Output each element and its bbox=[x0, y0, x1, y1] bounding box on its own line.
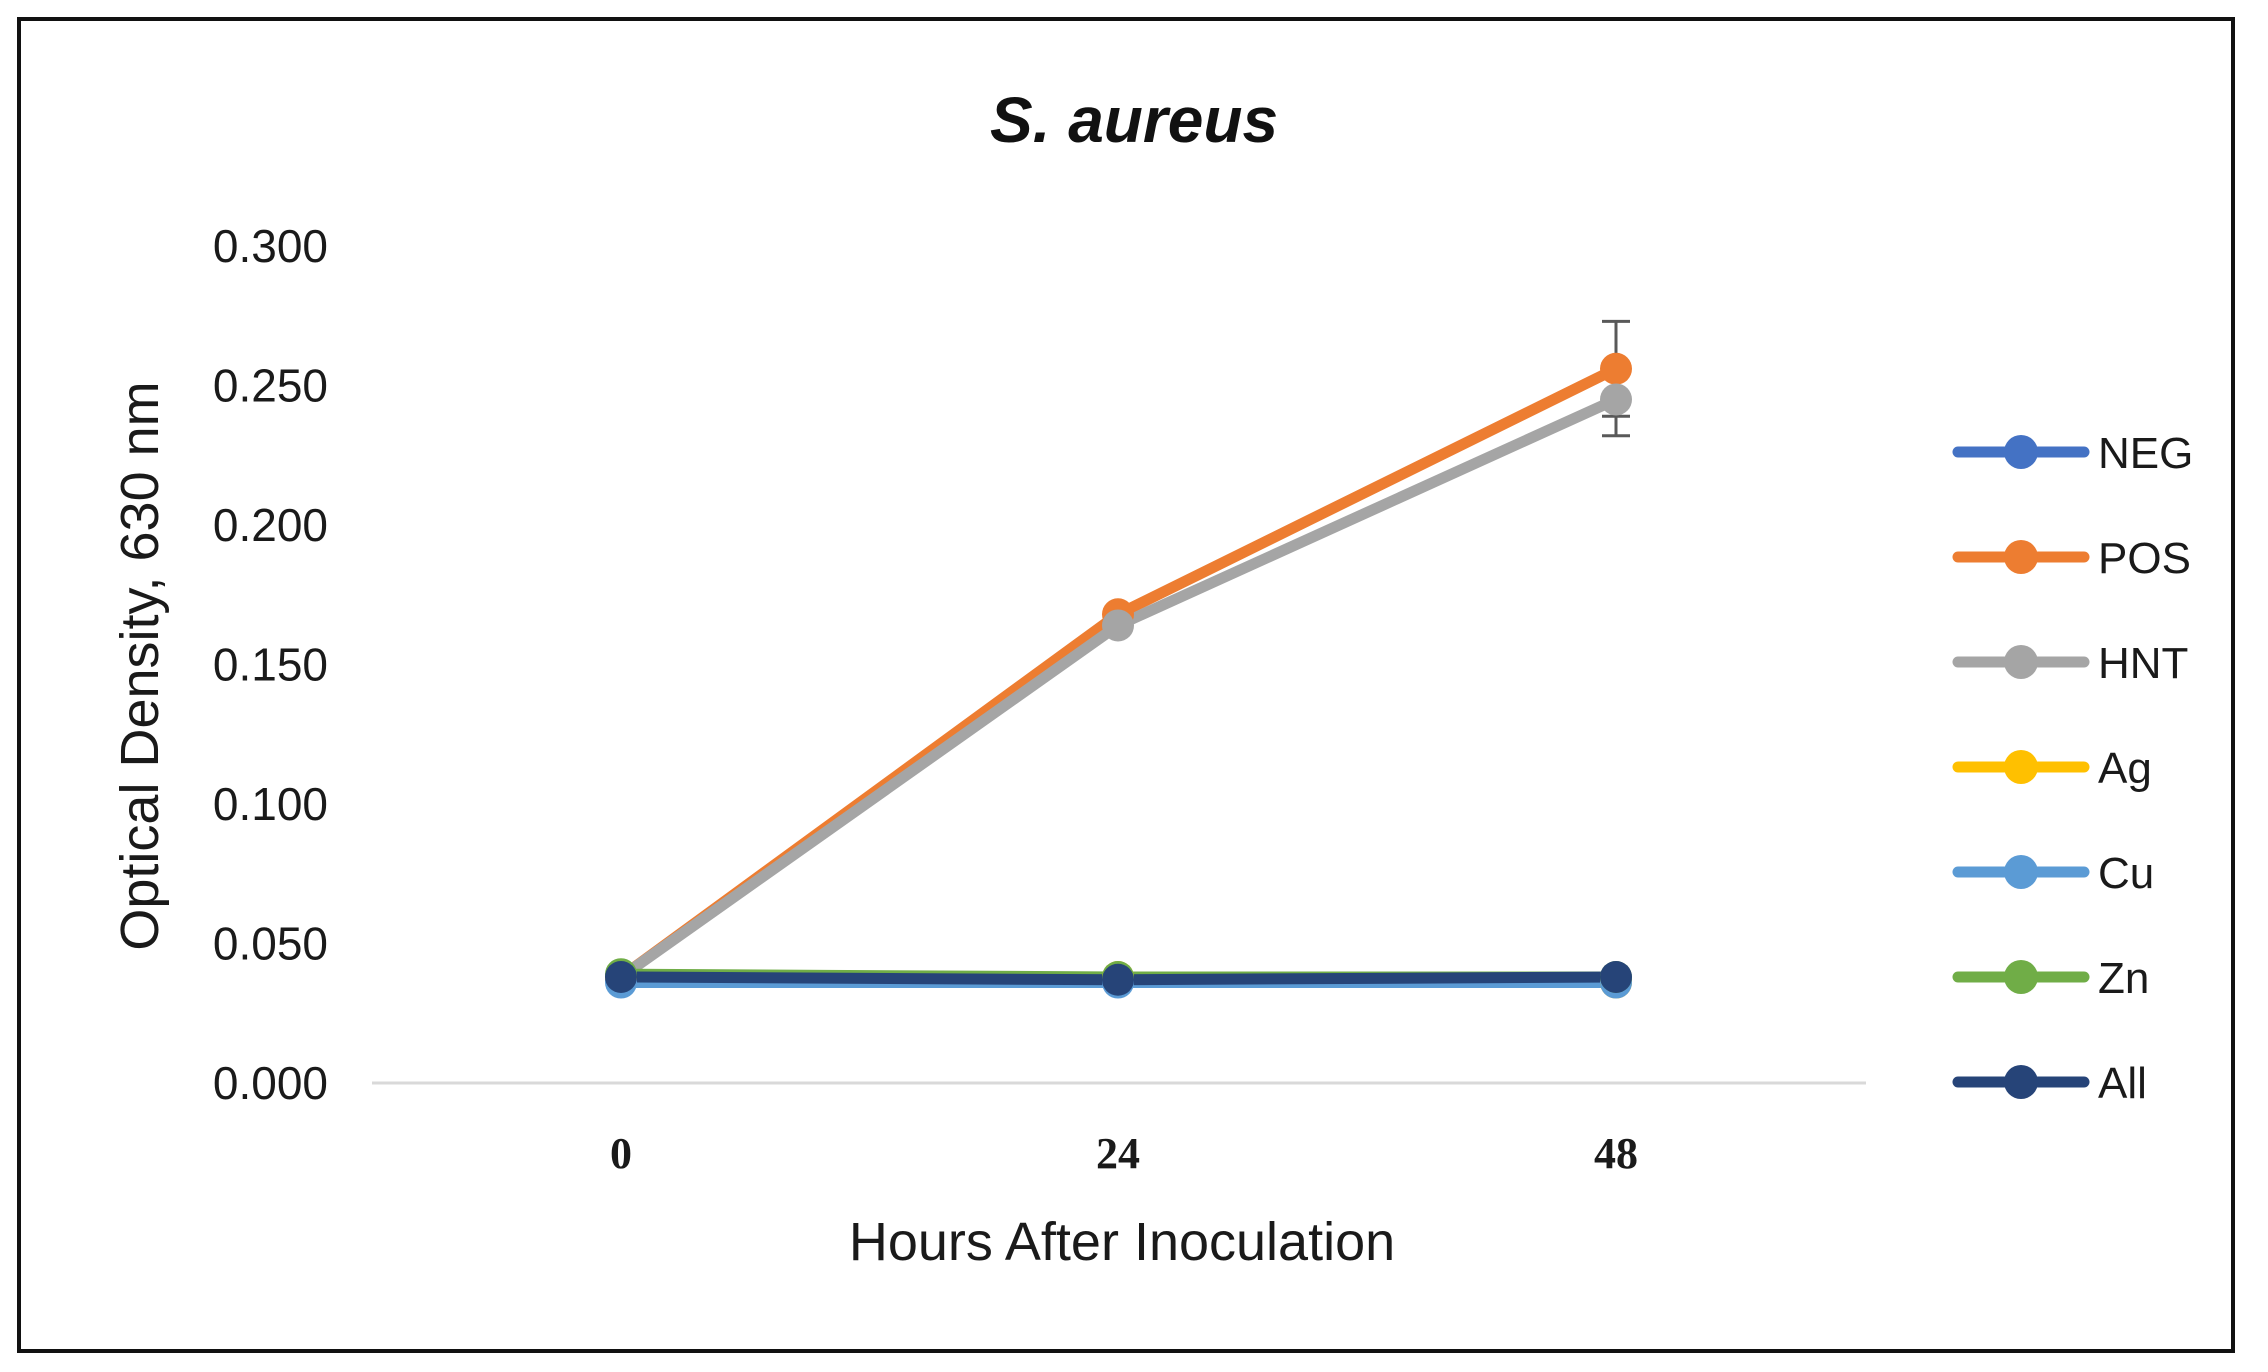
series-line-hnt bbox=[615, 393, 1622, 983]
y-tick-label: 0.050 bbox=[213, 918, 328, 970]
series-lines bbox=[615, 363, 1622, 989]
data-point-all bbox=[605, 960, 637, 993]
data-point-pos bbox=[1600, 352, 1632, 385]
data-point-all bbox=[1600, 960, 1632, 993]
data-point-all bbox=[1102, 963, 1134, 996]
data-point-hnt bbox=[1600, 383, 1632, 416]
y-tick-label: 0.150 bbox=[213, 639, 328, 691]
y-tick-label: 0.250 bbox=[213, 360, 328, 412]
legend-marker-ag bbox=[2004, 750, 2038, 784]
legend-item-hnt: HNT bbox=[1952, 639, 2188, 688]
legend-label-all: All bbox=[2098, 1059, 2147, 1108]
series-points bbox=[605, 352, 1632, 999]
legend-label-ag: Ag bbox=[2098, 744, 2152, 793]
legend: NEG POS HNT Ag Cu Zn All bbox=[1952, 429, 2193, 1108]
y-tick-label: 0.200 bbox=[213, 499, 328, 551]
x-tick-label: 0 bbox=[610, 1129, 632, 1178]
legend-item-cu: Cu bbox=[1952, 849, 2154, 898]
legend-item-ag: Ag bbox=[1952, 744, 2152, 793]
legend-label-cu: Cu bbox=[2098, 849, 2154, 898]
y-axis-label: Optical Density, 630 nm bbox=[110, 381, 170, 950]
x-axis-label: Hours After Inoculation bbox=[849, 1212, 1395, 1272]
legend-label-pos: POS bbox=[2098, 534, 2191, 583]
legend-marker-all bbox=[2004, 1065, 2038, 1099]
legend-marker-cu bbox=[2004, 855, 2038, 889]
legend-item-all: All bbox=[1952, 1059, 2147, 1108]
legend-marker-pos bbox=[2004, 540, 2038, 574]
y-tick-labels: 0.000 0.050 0.100 0.150 0.200 0.250 0.300 bbox=[213, 220, 328, 1109]
y-tick-label: 0.300 bbox=[213, 220, 328, 272]
chart-title: S. aureus bbox=[990, 84, 1278, 156]
legend-item-zn: Zn bbox=[1952, 954, 2149, 1003]
y-axis-label-group: Optical Density, 630 nm bbox=[110, 381, 170, 950]
legend-label-zn: Zn bbox=[2098, 954, 2149, 1003]
series-line-pos bbox=[615, 363, 1622, 983]
legend-marker-neg bbox=[2004, 435, 2038, 469]
legend-item-neg: NEG bbox=[1952, 429, 2193, 478]
legend-marker-hnt bbox=[2004, 645, 2038, 679]
data-point-hnt bbox=[1102, 609, 1134, 642]
chart-frame bbox=[17, 17, 2235, 1353]
legend-label-hnt: HNT bbox=[2098, 639, 2188, 688]
x-tick-label: 24 bbox=[1096, 1129, 1140, 1178]
legend-label-neg: NEG bbox=[2098, 429, 2193, 478]
legend-marker-zn bbox=[2004, 960, 2038, 994]
y-tick-label: 0.100 bbox=[213, 778, 328, 830]
x-tick-labels: 0 24 48 bbox=[610, 1129, 1638, 1178]
y-tick-label: 0.000 bbox=[213, 1057, 328, 1109]
x-tick-label: 48 bbox=[1594, 1129, 1638, 1178]
legend-item-pos: POS bbox=[1952, 534, 2191, 583]
